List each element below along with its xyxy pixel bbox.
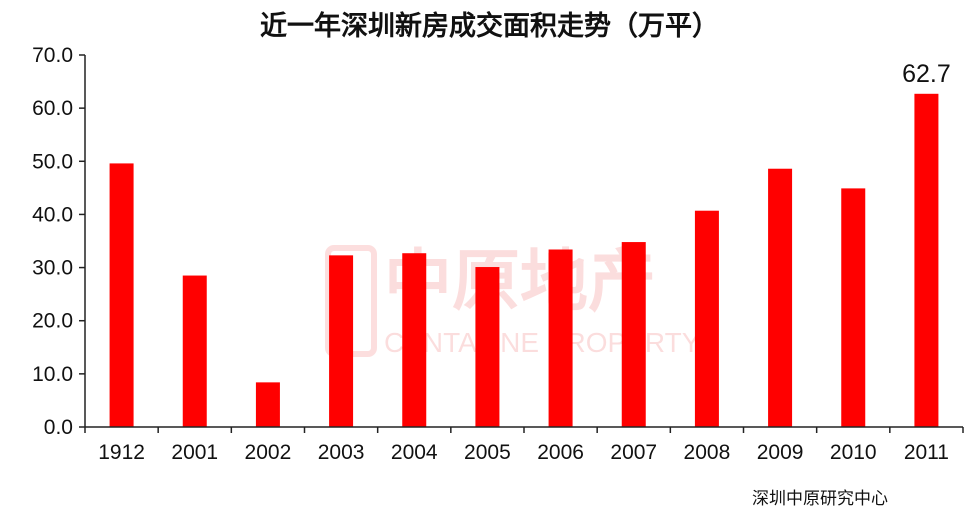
bar-2003 bbox=[329, 255, 354, 427]
bar-2007 bbox=[621, 242, 646, 427]
bar-2011 bbox=[914, 93, 939, 428]
x-tick-label: 2004 bbox=[391, 441, 438, 464]
y-tick-label: 60.0 bbox=[32, 97, 73, 120]
x-tick-label: 2003 bbox=[318, 441, 365, 464]
x-tick-label: 2005 bbox=[464, 441, 511, 464]
x-tick-label: 2001 bbox=[171, 441, 218, 464]
x-tick-label: 2009 bbox=[757, 441, 804, 464]
data-label: 62.7 bbox=[902, 60, 951, 88]
x-tick-label: 2010 bbox=[830, 441, 877, 464]
source-note: 深圳中原研究中心 bbox=[752, 489, 888, 509]
x-tick-label: 2008 bbox=[684, 441, 731, 464]
x-tick-label: 2002 bbox=[245, 441, 292, 464]
x-tick-label: 2011 bbox=[904, 441, 949, 464]
bar-2009 bbox=[768, 168, 793, 427]
y-tick-label: 70.0 bbox=[32, 44, 73, 67]
y-tick-label: 40.0 bbox=[32, 203, 73, 226]
bar-2004 bbox=[402, 253, 427, 427]
bar-2006 bbox=[548, 249, 573, 427]
x-tick-label: 1912 bbox=[98, 441, 145, 464]
y-tick-label: 10.0 bbox=[32, 363, 73, 386]
watermark-subtext: CENTALINE PROPERTY bbox=[384, 327, 701, 358]
x-tick-label: 2006 bbox=[537, 441, 584, 464]
bar-2001 bbox=[182, 275, 207, 427]
watermark-text: 中原地产 bbox=[384, 243, 656, 322]
bar-2002 bbox=[255, 382, 280, 427]
y-tick-label: 30.0 bbox=[32, 257, 73, 280]
watermark: 中原地产 CENTALINE PROPERTY bbox=[325, 243, 701, 358]
y-tick-label: 50.0 bbox=[32, 150, 73, 173]
y-tick-label: 20.0 bbox=[32, 310, 73, 333]
bar-2010 bbox=[841, 188, 866, 427]
chart-title: 近一年深圳新房成交面积走势（万平） bbox=[260, 11, 719, 42]
bar-2008 bbox=[694, 210, 719, 427]
bar-1912 bbox=[109, 163, 134, 427]
x-tick-label: 2007 bbox=[610, 441, 657, 464]
bar-2005 bbox=[475, 267, 500, 427]
y-tick-label: 0.0 bbox=[44, 416, 73, 439]
